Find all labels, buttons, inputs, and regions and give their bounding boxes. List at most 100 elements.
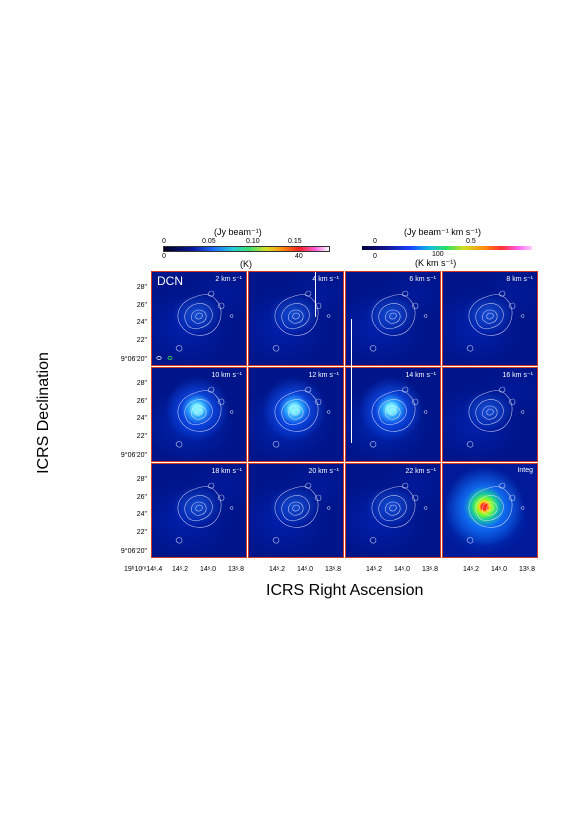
contour-line (482, 309, 498, 324)
contour-line (175, 441, 183, 448)
panel-velocity-label: 14 km s⁻¹ (405, 372, 436, 379)
contour-line (475, 399, 504, 426)
y-tick-label: 22" (136, 529, 147, 536)
y-tick-label: 9°06'20" (120, 452, 147, 459)
cb1-tick-2: 0.10 (246, 238, 260, 245)
contour-line (468, 294, 513, 336)
contour-line (314, 398, 322, 405)
contour-line (520, 314, 525, 318)
panel-velocity-label: 22 km s⁻¹ (405, 468, 436, 475)
x-tick-label: 13ˢ.8 (325, 566, 342, 573)
x-tick-label: 14ˢ.2 (172, 566, 189, 573)
contour-overlay (466, 386, 525, 448)
x-tick-label: 14ˢ.0 (394, 566, 411, 573)
contour-line (217, 494, 225, 501)
x-tick-label: 14ˢ.2 (269, 566, 286, 573)
contour-line (475, 303, 504, 330)
contour-line (184, 399, 213, 426)
cb2-tick-1: 0.5 (466, 238, 476, 245)
cb1-tick-1: 0.05 (202, 238, 216, 245)
contour-overlay (369, 482, 428, 544)
cb1-btick-0: 0 (162, 253, 166, 260)
contour-line (389, 504, 397, 512)
contour-line (385, 405, 401, 420)
y-tick-label: 28" (136, 476, 147, 483)
contour-line (466, 537, 474, 544)
contour-line (326, 314, 331, 318)
contour-line (281, 303, 310, 330)
contour-line (207, 290, 215, 297)
contour-line (401, 386, 409, 393)
contour-overlay (156, 290, 234, 360)
y-tick-label: 22" (136, 337, 147, 344)
colorbar-integ-unit: (K km s⁻¹) (415, 258, 457, 268)
contour-overlay (272, 386, 331, 448)
x-tick-label: 14ˢ.2 (366, 566, 383, 573)
y-tick-label: 28" (136, 380, 147, 387)
channel-panel: 16 km s⁻¹ (442, 367, 538, 462)
colorbar-integ-title: (Jy beam⁻¹ km s⁻¹) (404, 227, 482, 237)
channel-panel: 6 km s⁻¹ (345, 271, 441, 366)
panel-velocity-label: 8 km s⁻¹ (506, 276, 533, 283)
contour-line (369, 537, 377, 544)
channel-panel: 2 km s⁻¹ DCN (151, 271, 247, 366)
contour-line (423, 314, 428, 318)
channel-panel: Integ (442, 463, 538, 558)
y-tick-label: 24" (136, 511, 147, 518)
contour-line (272, 345, 280, 352)
y-tick-label: 22" (136, 433, 147, 440)
contour-line (411, 494, 419, 501)
contour-line (292, 504, 300, 512)
panel-velocity-label: 6 km s⁻¹ (409, 276, 436, 283)
x-axis-label: ICRS Right Ascension (266, 582, 424, 599)
contour-overlay (272, 482, 331, 544)
contour-line (195, 312, 203, 320)
y-tick-label: 9°06'20" (120, 548, 147, 555)
contour-line (411, 398, 419, 405)
beam-ellipse-white (156, 356, 162, 360)
y-tick-label: 26" (136, 398, 147, 405)
molecule-label: DCN (157, 274, 183, 288)
y-tick-label: 26" (136, 302, 147, 309)
contour-line (326, 506, 331, 510)
contour-line (498, 290, 506, 297)
panel-velocity-label: 16 km s⁻¹ (502, 372, 533, 379)
contour-overlay (466, 482, 525, 544)
colorbar-channel-title: (Jy beam⁻¹) (214, 227, 262, 237)
contour-line (482, 405, 498, 420)
x-tick-label: 13ˢ.8 (228, 566, 245, 573)
cb1-tick-0: 0 (162, 238, 166, 245)
contour-line (389, 408, 397, 416)
channel-panel: 22 km s⁻¹ (345, 463, 441, 558)
colorbar-channel-unit: (K) (240, 259, 252, 269)
contour-line (486, 312, 494, 320)
contour-line (423, 410, 428, 414)
colorbar-integ (362, 246, 532, 250)
contour-line (508, 302, 516, 309)
x-tick-label: 13ˢ.8 (519, 566, 536, 573)
contour-line (177, 294, 222, 336)
contour-line (177, 486, 222, 528)
channel-panel: 8 km s⁻¹ (442, 271, 538, 366)
contour-line (314, 302, 322, 309)
overlay-marker-line (351, 319, 352, 443)
colorbar-channel (163, 246, 330, 252)
contour-line (288, 501, 304, 516)
contour-line (389, 312, 397, 320)
contour-line (468, 486, 513, 528)
channel-panel: 20 km s⁻¹ (248, 463, 344, 558)
contour-line (401, 290, 409, 297)
contour-line (195, 408, 203, 416)
contour-line (401, 482, 409, 489)
contour-line (292, 312, 300, 320)
contour-line (371, 390, 416, 432)
contour-line (482, 501, 498, 516)
contour-line (191, 405, 207, 420)
contour-line (207, 482, 215, 489)
channel-panel: 4 km s⁻¹ (248, 271, 344, 366)
contour-line (292, 408, 300, 416)
contour-line (288, 405, 304, 420)
x-tick-label: 14ˢ.0 (297, 566, 314, 573)
contour-line (423, 506, 428, 510)
contour-line (272, 537, 280, 544)
